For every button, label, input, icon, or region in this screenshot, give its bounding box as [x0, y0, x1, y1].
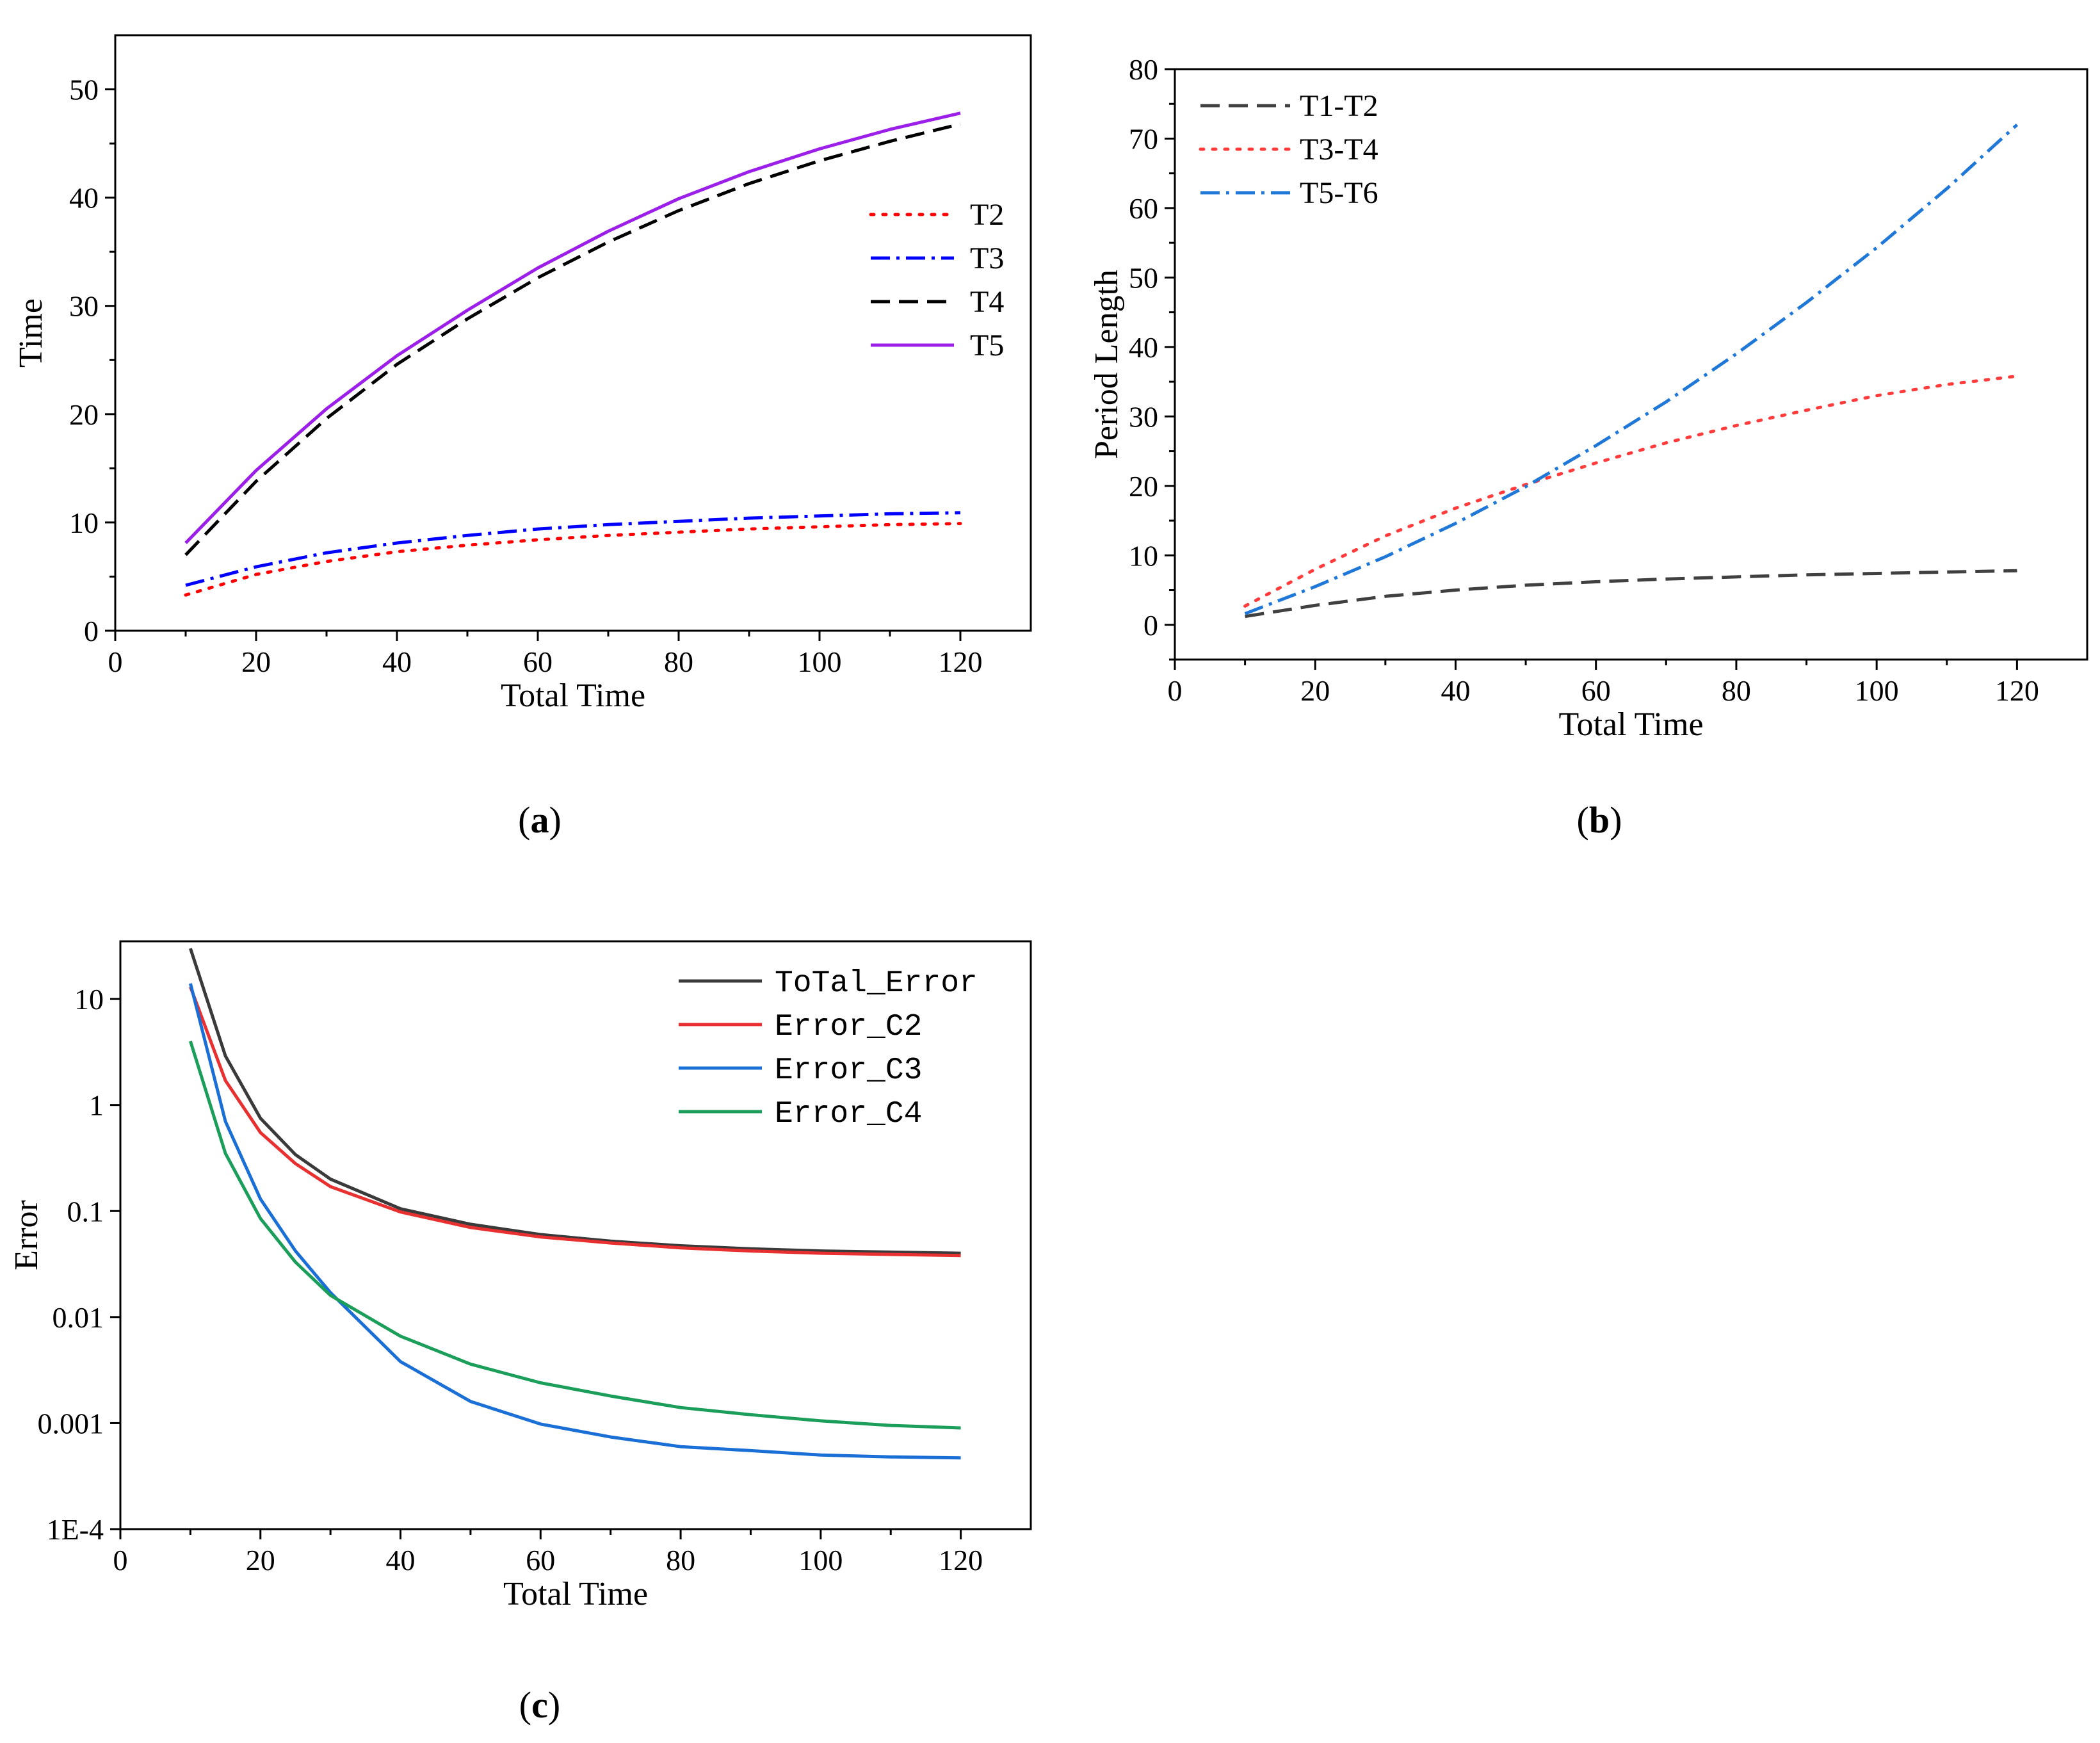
legend-label: T4: [970, 285, 1004, 319]
x-axis-label: Total Time: [503, 1576, 648, 1612]
x-tick-label: 60: [526, 1544, 555, 1577]
y-tick-label: 60: [1129, 192, 1158, 225]
x-tick-label: 40: [382, 645, 412, 678]
y-tick-label: 1E-4: [47, 1513, 104, 1546]
series-line-t5: [184, 111, 961, 544]
y-tick-label: 0.01: [52, 1301, 104, 1334]
y-tick-label: 1: [89, 1089, 104, 1122]
series-line-t3: [185, 511, 961, 587]
x-tick-label: 60: [523, 645, 553, 678]
x-tick-label: 0: [113, 1544, 128, 1577]
panel-b-chart: 0 20 40 60 80 100 120 0 10 20 30 40 50 60 70 80 Total Ti…: [1088, 53, 2088, 841]
series-line-t1-t2: [1245, 569, 2017, 619]
panel-caption-letter: a: [531, 799, 549, 841]
legend-label: T5: [970, 328, 1004, 362]
y-tick-label: 80: [1129, 53, 1158, 86]
x-tick-label: 0: [1168, 674, 1183, 707]
legend-label: ToTal_Error: [775, 966, 978, 1001]
y-tick-label: 0: [1143, 609, 1158, 642]
plot-frame-b: [1174, 68, 2088, 661]
x-tick-label: 20: [1300, 674, 1330, 707]
y-tick-label: 10: [1129, 539, 1158, 572]
y-tick-label: 20: [69, 398, 99, 431]
plot-frame-a: [114, 34, 1032, 632]
x-tick-label: 0: [108, 645, 123, 678]
panel-caption: (b): [1577, 799, 1622, 841]
series-line-t2: [184, 522, 962, 597]
y-tick-label: 10: [69, 507, 99, 539]
y-axis-label: Error: [8, 1200, 45, 1270]
series-line-t4: [184, 122, 961, 556]
panel-caption: (c): [519, 1684, 560, 1726]
x-tick-label: 80: [666, 1544, 695, 1577]
y-tick-label: 20: [1129, 470, 1158, 503]
series-line-t5-t6: [1244, 123, 2019, 615]
y-tick-label: 70: [1129, 122, 1158, 155]
x-axis-label: Total Time: [1558, 706, 1703, 743]
y-tick-label: 30: [69, 290, 99, 323]
x-tick-label: 120: [1995, 674, 2039, 707]
series-line-error-c3: [188, 983, 961, 1460]
x-tick-label: 120: [939, 1544, 983, 1577]
legend-label: T1-T2: [1300, 89, 1378, 123]
y-tick-label: 0: [84, 615, 99, 647]
y-axis-label: Period Length: [1088, 270, 1125, 459]
y-tick-label: 30: [1129, 400, 1158, 433]
y-tick-label: 0.1: [67, 1195, 104, 1228]
x-tick-label: 120: [939, 645, 983, 678]
series-line-error-c4: [189, 1041, 961, 1430]
series-line-t3-t4: [1243, 374, 2019, 608]
y-tick-label: 0.001: [38, 1407, 104, 1439]
x-tick-label: 40: [1441, 674, 1470, 707]
x-tick-label: 100: [1855, 674, 1899, 707]
y-tick-label: 40: [69, 182, 99, 215]
series-line-total-error: [189, 948, 961, 1255]
y-tick-label: 40: [1129, 331, 1158, 364]
x-tick-label: 100: [798, 645, 842, 678]
x-tick-label: 80: [1722, 674, 1751, 707]
plot-frame-c: [119, 940, 1032, 1530]
y-axis-label: Time: [13, 298, 49, 368]
y-tick-label: 10: [74, 983, 104, 1016]
x-tick-label: 100: [798, 1544, 843, 1577]
legend-label: T2: [970, 198, 1004, 232]
panel-c-chart: 0 20 40 60 80 100 120 1E-4 0.001 0.01 0.1 1 10 Total …: [8, 940, 1032, 1726]
x-tick-label: 40: [386, 1544, 416, 1577]
legend-label: T3: [970, 241, 1004, 275]
y-tick-label: 50: [69, 74, 99, 106]
x-tick-label: 20: [241, 645, 271, 678]
legend-label: T5-T6: [1300, 176, 1378, 210]
legend-label: Error_C2: [775, 1010, 922, 1044]
panel-caption: (a): [518, 799, 561, 841]
legend-label: Error_C3: [775, 1053, 922, 1088]
x-tick-label: 60: [1581, 674, 1611, 707]
x-tick-label: 20: [246, 1544, 275, 1577]
panel-a-chart: 0 20 40 60 80 100 120 0 10 20 30 40 50 Total Time Time…: [13, 34, 1032, 841]
series-line-error-c2: [189, 986, 961, 1258]
y-tick-label: 50: [1129, 261, 1158, 294]
panel-caption-letter: c: [531, 1684, 548, 1726]
legend-label: T3-T4: [1300, 133, 1378, 166]
x-axis-label: Total Time: [501, 677, 645, 714]
legend-label: Error_C4: [775, 1097, 922, 1131]
x-tick-label: 80: [664, 645, 693, 678]
panel-caption-letter: b: [1589, 799, 1610, 841]
